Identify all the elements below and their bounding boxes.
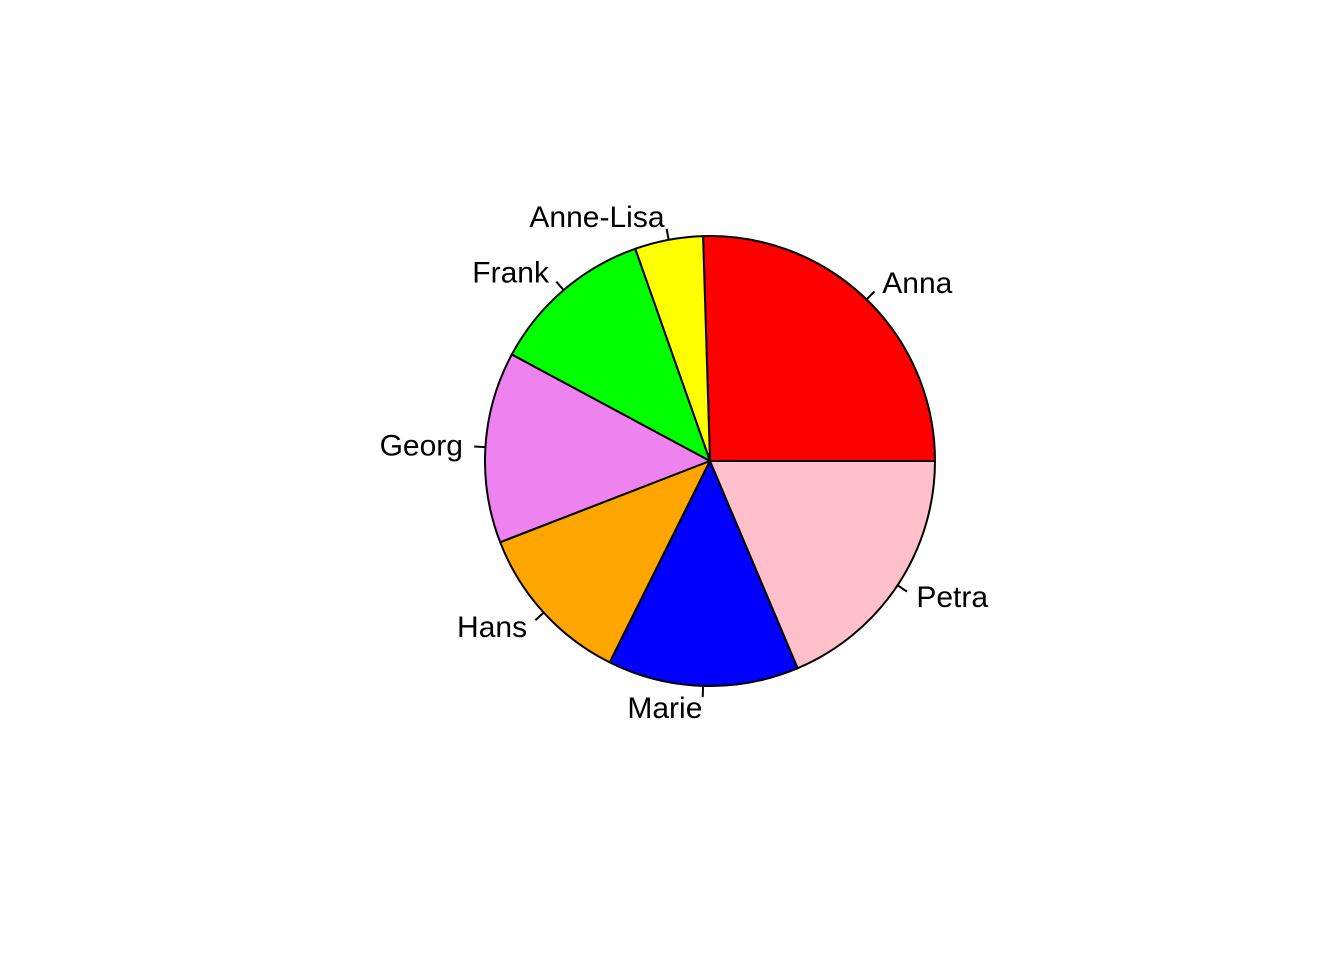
label-tick-georg: [474, 446, 485, 447]
label-tick-hans: [535, 613, 543, 621]
label-tick-petra: [898, 585, 907, 591]
slices-layer: [485, 236, 935, 686]
pie-label-frank: Frank: [472, 257, 550, 290]
pie-label-anna: Anna: [882, 267, 952, 300]
pie-label-petra: Petra: [916, 581, 988, 614]
pie-label-anne-lisa: Anne-Lisa: [529, 201, 664, 234]
pie-label-marie: Marie: [627, 692, 702, 725]
pie-label-georg: Georg: [380, 429, 463, 462]
label-tick-anne-lisa: [667, 229, 669, 240]
pie-label-hans: Hans: [457, 611, 527, 644]
label-tick-anna: [867, 291, 875, 299]
label-tick-frank: [556, 282, 563, 291]
